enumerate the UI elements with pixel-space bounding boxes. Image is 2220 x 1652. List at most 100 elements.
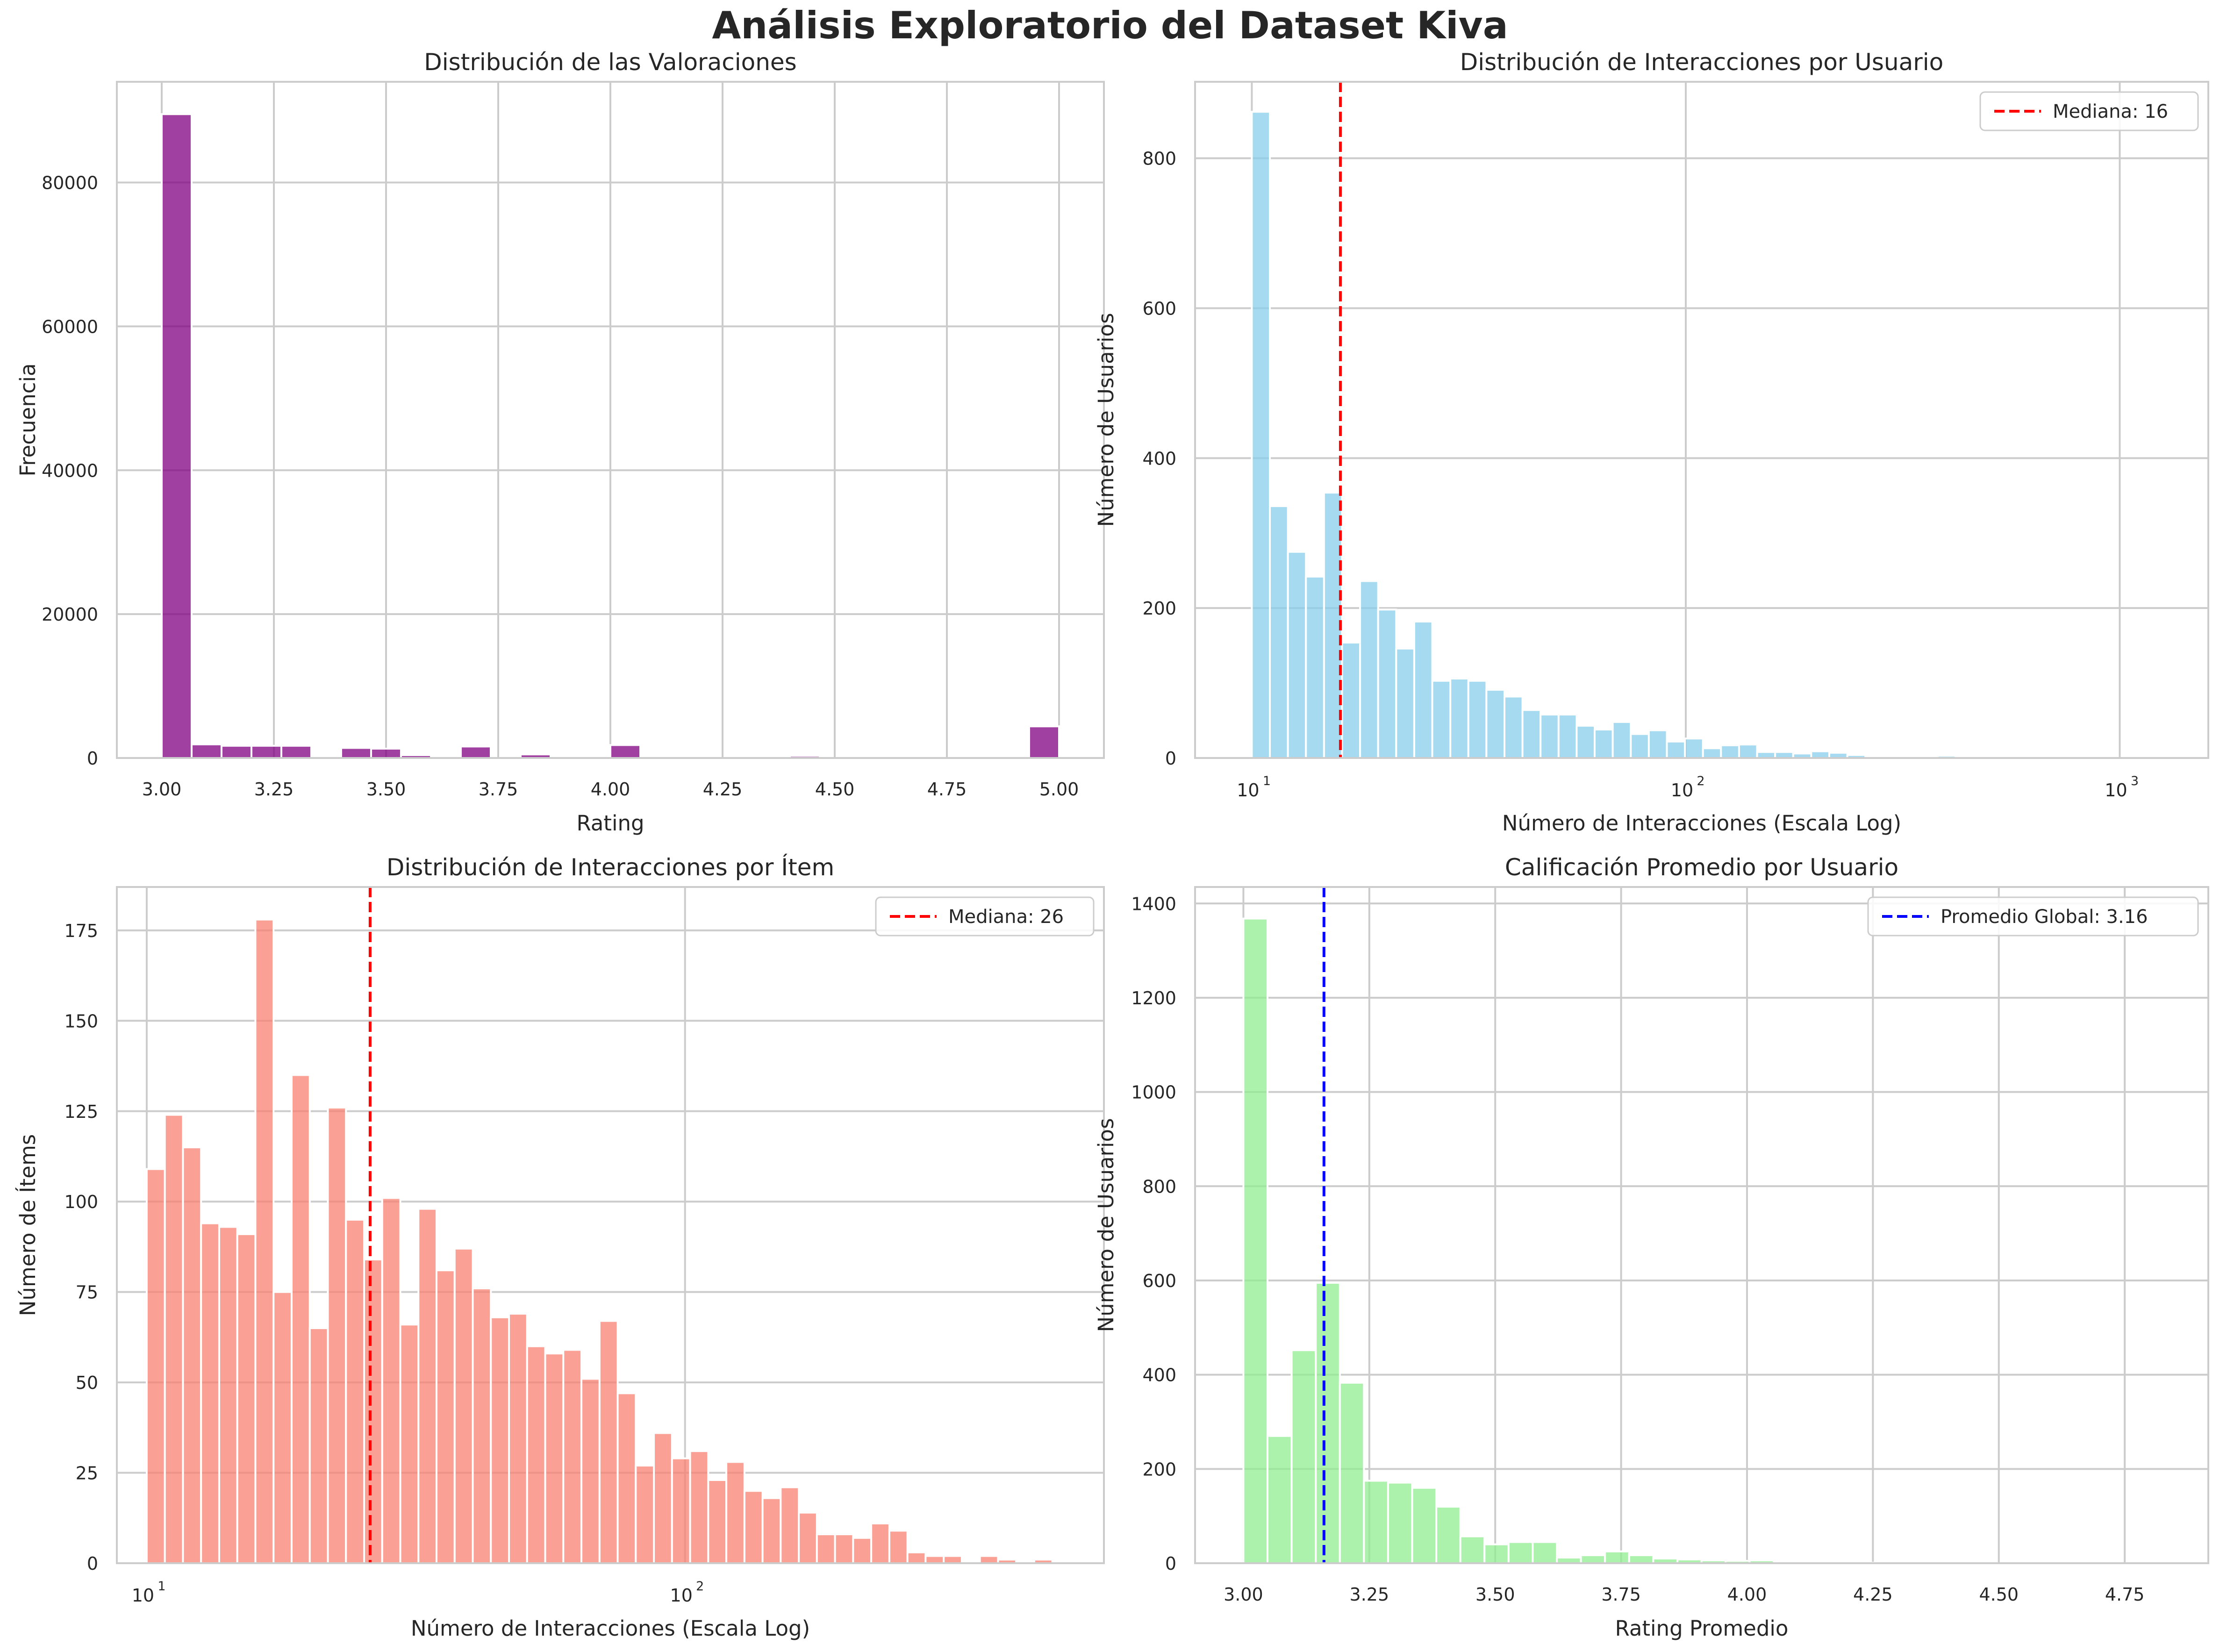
bar bbox=[1521, 709, 1542, 759]
legend-label: Mediana: 16 bbox=[2053, 101, 2168, 122]
bar bbox=[562, 1349, 583, 1565]
bar bbox=[1720, 744, 1740, 759]
y-tick-label: 80000 bbox=[42, 173, 98, 193]
x-tick-label: 3.50 bbox=[366, 779, 406, 800]
legend: Mediana: 16 bbox=[1979, 91, 2199, 131]
legend-box bbox=[1867, 896, 2199, 937]
bar bbox=[1467, 679, 1488, 759]
bar bbox=[1580, 1554, 1606, 1565]
y-tick-label: 200 bbox=[1142, 1459, 1176, 1480]
y-tick-label: 800 bbox=[1142, 1176, 1176, 1197]
x-tick-label: 10 1 bbox=[132, 1579, 166, 1606]
axes-frame bbox=[1194, 81, 2209, 759]
bar bbox=[1411, 1487, 1438, 1565]
chart-title: Distribución de Interacciones por Usuari… bbox=[1460, 49, 1944, 76]
bar bbox=[1630, 733, 1650, 759]
bar bbox=[182, 1146, 202, 1565]
bar bbox=[200, 1222, 220, 1565]
bar bbox=[1251, 111, 1271, 759]
y-tick-label: 0 bbox=[1165, 1553, 1176, 1574]
x-tick-label: 3.25 bbox=[254, 779, 294, 800]
y-tick-label: 50 bbox=[76, 1373, 98, 1393]
bar bbox=[852, 1537, 873, 1565]
x-tick-label: 4.75 bbox=[927, 779, 967, 800]
bar bbox=[798, 1511, 818, 1565]
bar bbox=[1305, 575, 1325, 759]
y-tick-label: 100 bbox=[64, 1192, 98, 1212]
y-tick-label: 25 bbox=[76, 1463, 98, 1484]
y-axis-label: Frecuencia bbox=[15, 363, 40, 476]
bar bbox=[1363, 1480, 1389, 1565]
bar bbox=[1628, 1554, 1654, 1565]
bar bbox=[1028, 725, 1060, 759]
bar bbox=[906, 1551, 927, 1565]
x-tick-exponent: 1 bbox=[1263, 774, 1271, 788]
bar bbox=[345, 1218, 365, 1564]
bar bbox=[544, 1352, 565, 1564]
axes-frame bbox=[116, 886, 1105, 1564]
bar bbox=[453, 1247, 474, 1565]
chart-title: Distribución de Interacciones por Ítem bbox=[387, 853, 834, 881]
bar bbox=[1459, 1535, 1486, 1565]
bar bbox=[888, 1530, 909, 1565]
chart-4: 0 200 400 600 800 1000 1200 1400 3.00 3.25 3.50 3.7… bbox=[1094, 854, 2209, 1641]
y-tick-label: 200 bbox=[1142, 598, 1176, 619]
bar bbox=[1507, 1541, 1534, 1565]
bar bbox=[1503, 695, 1524, 759]
y-tick-label: 400 bbox=[1142, 1365, 1176, 1386]
bar bbox=[251, 744, 283, 759]
bar bbox=[1485, 689, 1505, 759]
bar bbox=[381, 1197, 401, 1565]
bar bbox=[1684, 737, 1704, 759]
bar bbox=[653, 1432, 673, 1564]
x-axis-label: Rating Promedio bbox=[1615, 1616, 1789, 1641]
bar bbox=[816, 1533, 836, 1564]
bar bbox=[308, 1327, 329, 1564]
y-tick-label: 175 bbox=[64, 921, 98, 941]
bar bbox=[671, 1457, 691, 1564]
bar bbox=[616, 1392, 637, 1564]
bar bbox=[1269, 505, 1289, 759]
bar bbox=[254, 918, 275, 1564]
bar bbox=[780, 1486, 800, 1565]
x-axis-label: Número de Interacciones (Escala Log) bbox=[411, 1616, 810, 1641]
bar bbox=[979, 1555, 999, 1565]
chart-1: 0 20000 40000 60000 80000 3.00 3.25 3.50 3.75 4.0… bbox=[15, 49, 1105, 836]
bar bbox=[272, 1291, 293, 1564]
bar bbox=[1431, 679, 1452, 759]
x-tick-base: 10 bbox=[2105, 780, 2127, 801]
x-tick-label: 10 2 bbox=[670, 1579, 704, 1606]
x-tick-label: 4.00 bbox=[1727, 1584, 1767, 1605]
bar bbox=[399, 1323, 420, 1565]
y-axis-label: Número de Usuarios bbox=[1094, 1118, 1118, 1332]
bar bbox=[1575, 725, 1596, 759]
bar bbox=[707, 1479, 728, 1565]
bar bbox=[1435, 1505, 1461, 1565]
figure-title: Análisis Exploratorio del Dataset Kiva bbox=[712, 4, 1508, 47]
y-tick-label: 150 bbox=[64, 1011, 98, 1031]
bar bbox=[1483, 1543, 1510, 1565]
y-tick-label: 0 bbox=[1165, 748, 1176, 769]
x-tick-label: 10 2 bbox=[1671, 774, 1705, 801]
bar bbox=[164, 1114, 184, 1564]
bar bbox=[1287, 551, 1307, 759]
x-tick-label: 3.75 bbox=[1601, 1584, 1641, 1605]
bar bbox=[327, 1107, 347, 1565]
x-tick-base: 10 bbox=[670, 1585, 693, 1606]
legend-label: Mediana: 26 bbox=[948, 906, 1064, 928]
axes-frame bbox=[116, 81, 1105, 759]
bar bbox=[191, 743, 222, 759]
x-tick-label: 5.00 bbox=[1039, 779, 1079, 800]
bar bbox=[1387, 1481, 1413, 1565]
bar bbox=[436, 1269, 456, 1564]
bar bbox=[870, 1522, 890, 1564]
x-tick-base: 10 bbox=[1671, 780, 1693, 801]
bar bbox=[598, 1320, 619, 1564]
x-tick-label: 4.75 bbox=[2105, 1584, 2145, 1605]
legend: Promedio Global: 3.16 bbox=[1867, 896, 2199, 937]
x-tick-label: 4.00 bbox=[591, 779, 630, 800]
bar bbox=[1341, 641, 1361, 759]
bar bbox=[1290, 1349, 1317, 1564]
bar bbox=[1702, 747, 1722, 759]
x-tick-base: 10 bbox=[1237, 780, 1259, 801]
